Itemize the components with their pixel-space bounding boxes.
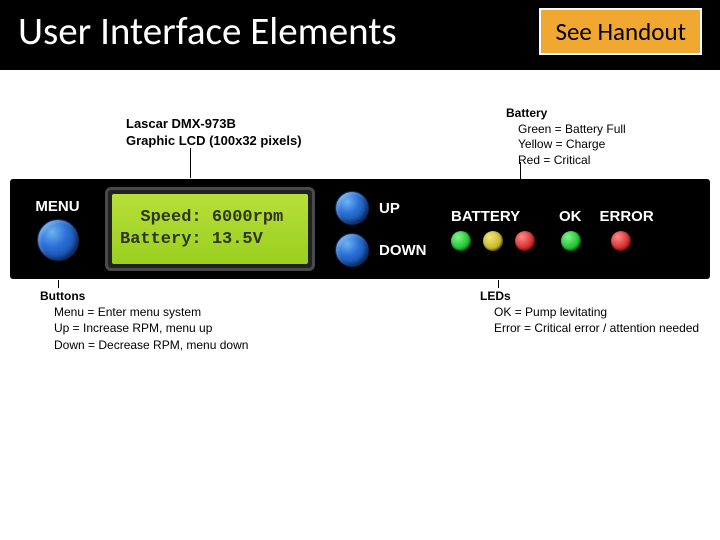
callout-line-leds — [498, 280, 499, 288]
lcd-caption: Lascar DMX-973B Graphic LCD (100x32 pixe… — [126, 116, 302, 150]
battery-caption-line1: Green = Battery Full — [506, 122, 626, 138]
lcd-line2-value: 13.5V — [212, 230, 263, 249]
device-panel: MENU Speed: 6000rpm Battery: 13.5V UP — [10, 179, 710, 279]
menu-label: MENU — [35, 198, 79, 215]
leds-caption: LEDs OK = Pump levitating Error = Critic… — [480, 288, 699, 337]
up-button[interactable] — [335, 191, 369, 225]
updown-section: UP DOWN — [335, 191, 445, 267]
callout-line-buttons — [58, 280, 59, 288]
battery-caption: Battery Green = Battery Full Yellow = Ch… — [506, 106, 626, 168]
slide-title: User Interface Elements — [18, 8, 539, 55]
error-led — [611, 231, 631, 251]
lcd-line1-label: Speed: — [140, 208, 201, 227]
status-labels: OK ERROR — [559, 208, 654, 225]
ok-led — [561, 231, 581, 251]
battery-led-row — [451, 231, 535, 251]
leds-caption-header: LEDs — [480, 288, 699, 304]
battery-led-green — [451, 231, 471, 251]
battery-led-yellow — [483, 231, 503, 251]
lcd-caption-line2: Graphic LCD (100x32 pixels) — [126, 133, 302, 150]
down-row: DOWN — [335, 233, 445, 267]
callout-line-lcd — [190, 148, 191, 178]
buttons-caption: Buttons Menu = Enter menu system Up = In… — [40, 288, 248, 353]
slide-header: User Interface Elements See Handout — [0, 0, 720, 63]
battery-led-red — [515, 231, 535, 251]
menu-section: MENU — [10, 198, 105, 261]
lcd-bezel: Speed: 6000rpm Battery: 13.5V — [105, 187, 315, 271]
status-led-section: OK ERROR — [559, 208, 654, 251]
battery-led-section: BATTERY — [451, 208, 535, 251]
down-label: DOWN — [379, 242, 427, 259]
up-label: UP — [379, 200, 400, 217]
battery-caption-line2: Yellow = Charge — [506, 137, 626, 153]
buttons-caption-header: Buttons — [40, 288, 248, 304]
error-label: ERROR — [600, 208, 654, 225]
buttons-caption-line1: Menu = Enter menu system — [40, 304, 248, 320]
battery-caption-line3: Red = Critical — [506, 153, 626, 169]
up-row: UP — [335, 191, 445, 225]
ok-label: OK — [559, 208, 582, 225]
lcd-caption-line1: Lascar DMX-973B — [126, 116, 302, 133]
lcd-screen: Speed: 6000rpm Battery: 13.5V — [112, 194, 308, 264]
down-button[interactable] — [335, 233, 369, 267]
buttons-caption-line3: Down = Decrease RPM, menu down — [40, 337, 248, 353]
leds-caption-line1: OK = Pump levitating — [480, 304, 699, 320]
menu-button[interactable] — [37, 219, 79, 261]
buttons-caption-line2: Up = Increase RPM, menu up — [40, 320, 248, 336]
lcd-line1: Speed: 6000rpm — [120, 207, 300, 229]
see-handout-badge: See Handout — [539, 8, 702, 55]
status-leds-row — [559, 231, 654, 251]
lcd-line2: Battery: 13.5V — [120, 229, 300, 251]
slide-body: Lascar DMX-973B Graphic LCD (100x32 pixe… — [0, 70, 720, 540]
lcd-line1-value: 6000rpm — [212, 208, 283, 227]
battery-label: BATTERY — [451, 208, 535, 225]
battery-caption-header: Battery — [506, 106, 626, 122]
callout-line-battery — [520, 162, 521, 180]
lcd-line2-label: Battery: — [120, 230, 202, 249]
leds-caption-line2: Error = Critical error / attention neede… — [480, 320, 699, 336]
